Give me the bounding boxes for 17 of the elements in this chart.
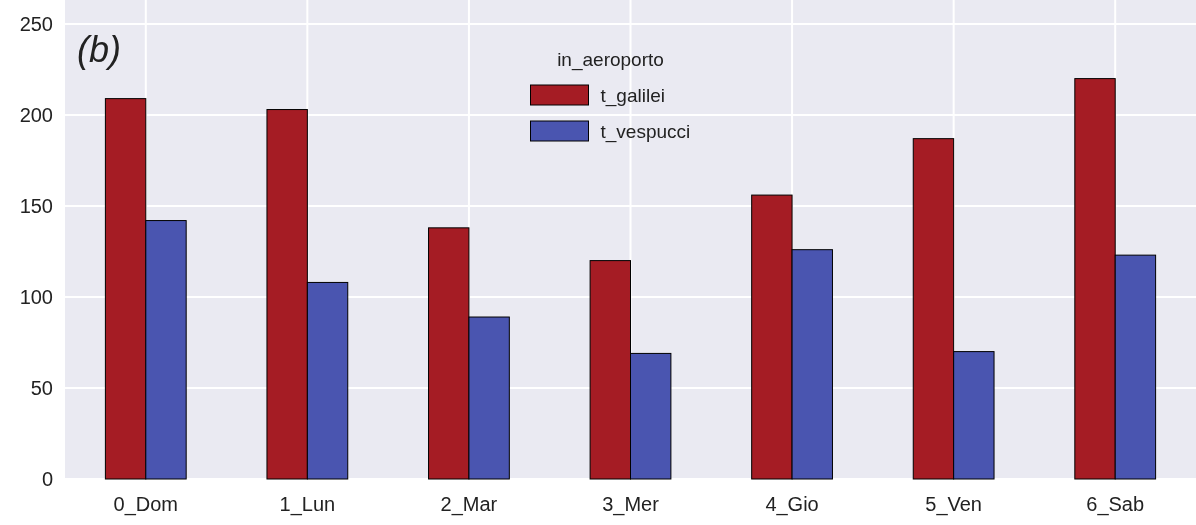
y-tick-label: 250 <box>19 13 53 35</box>
legend-title: in_aeroporto <box>557 49 664 71</box>
annotation: (b) <box>77 29 121 70</box>
y-tick-label: 150 <box>19 195 53 217</box>
y-tick-label: 100 <box>19 286 53 308</box>
x-tick-label: 2_Mar <box>440 493 498 516</box>
x-tick-label: 0_Dom <box>113 493 179 516</box>
x-tick-label: 1_Lun <box>279 493 336 516</box>
x-tick-label: 6_Sab <box>1086 493 1145 516</box>
x-tick-label: 3_Mer <box>602 493 660 516</box>
y-tick-label: 0 <box>41 468 53 490</box>
y-tick-label: 200 <box>19 104 53 126</box>
legend-label: t_vespucci <box>600 120 691 143</box>
x-tick-label: 4_Gio <box>765 493 819 516</box>
y-tick-label: 50 <box>30 377 53 399</box>
x-tick-label: 5_Ven <box>925 493 983 516</box>
legend-label: t_galilei <box>600 84 665 107</box>
